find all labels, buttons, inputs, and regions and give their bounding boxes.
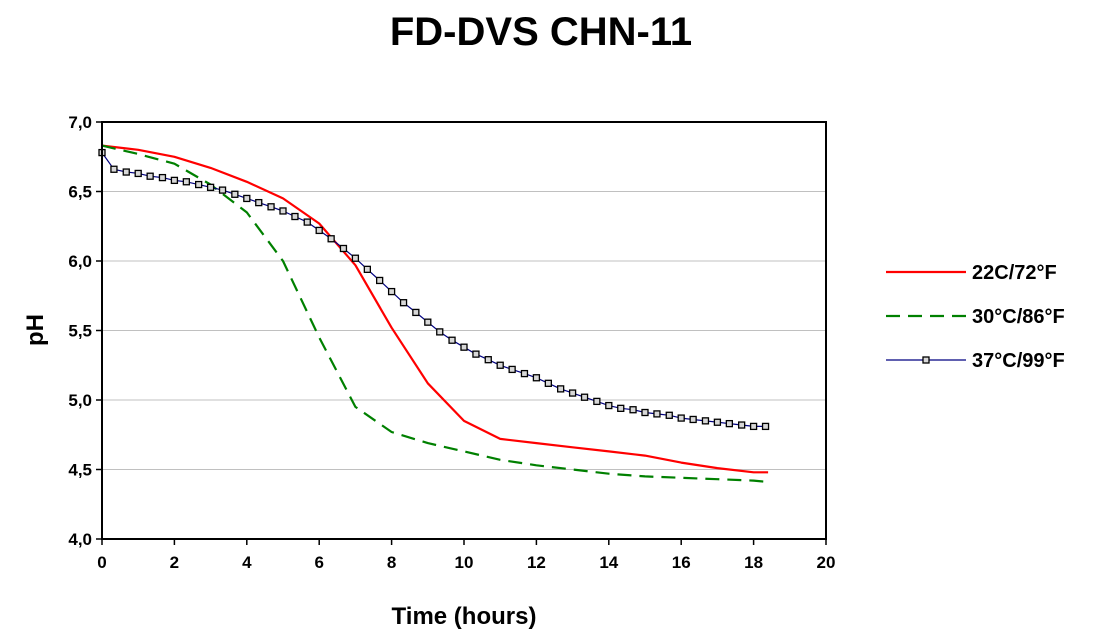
data-point: [665, 411, 673, 419]
series-2: [101, 144, 769, 484]
data-point: [749, 422, 758, 431]
x-tick-label: 10: [455, 553, 474, 572]
data-point: [653, 410, 661, 418]
x-tick-label: 14: [599, 553, 618, 572]
data-point: [689, 415, 697, 424]
data-point: [701, 417, 710, 425]
data-point: [448, 336, 456, 344]
data-point: [424, 318, 432, 326]
data-point: [412, 308, 420, 317]
x-tick-label: 16: [672, 553, 691, 572]
data-point: [351, 254, 360, 262]
data-point: [532, 374, 541, 382]
data-point: [520, 369, 529, 378]
series-1: [101, 144, 769, 474]
y-tick-label: 4,0: [68, 530, 92, 549]
x-axis-label: Time (hours): [392, 603, 537, 630]
legend-item: 37°C/99°F: [886, 350, 1065, 372]
data-point: [206, 183, 215, 191]
legend-item: 22C/72°F: [886, 262, 1057, 284]
x-tick-label: 4: [242, 553, 252, 572]
data-point: [146, 172, 154, 180]
data-point: [243, 194, 251, 203]
axis-ticks: 4,0 4,5 5,0 5,5 6,0 6,5 7,0 0 2 4 6 8 10 12 14 16 18 20: [68, 113, 835, 572]
data-point: [508, 365, 516, 374]
series-line: [101, 152, 766, 427]
data-point: [460, 343, 468, 351]
data-point: [472, 350, 480, 358]
legend-label: 22C/72°F: [972, 262, 1057, 284]
legend-item: 30°C/86°F: [886, 306, 1065, 328]
data-point: [544, 379, 552, 387]
series-3: [98, 148, 770, 431]
x-tick-label: 18: [744, 553, 763, 572]
x-tick-label: 0: [97, 553, 106, 572]
y-tick-label: 5,0: [68, 391, 92, 410]
data-point: [387, 287, 396, 296]
data-point: [557, 385, 565, 393]
chart-title: FD-DVS CHN-11: [390, 10, 692, 54]
data-point: [327, 235, 335, 243]
series-line: [101, 144, 769, 484]
y-tick-label: 4,5: [68, 461, 92, 480]
x-tick-label: 8: [387, 553, 396, 572]
legend-marker: [922, 356, 930, 364]
data-point: [376, 276, 384, 285]
y-tick-label: 6,0: [68, 252, 92, 271]
data-point: [182, 178, 190, 186]
data-point: [641, 408, 649, 417]
grid-lines: [102, 191, 826, 470]
y-axis-label: pH: [22, 314, 49, 346]
data-point: [436, 328, 444, 336]
data-point: [496, 361, 504, 369]
data-point: [134, 169, 142, 178]
data-point: [339, 244, 348, 253]
data-point: [315, 226, 323, 235]
legend-label: 30°C/86°F: [972, 306, 1065, 328]
data-point: [738, 421, 746, 429]
data-point: [568, 389, 577, 397]
data-point: [605, 401, 613, 410]
x-tick-label: 20: [817, 553, 836, 572]
series-line: [101, 144, 769, 474]
data-point: [195, 180, 203, 189]
data-point: [158, 173, 167, 182]
data-point: [110, 165, 118, 173]
y-tick-label: 5,5: [68, 322, 92, 341]
x-tick-label: 12: [527, 553, 546, 572]
data-point: [580, 393, 589, 401]
series-layer: [98, 144, 770, 484]
data-point: [363, 265, 371, 273]
data-point: [677, 414, 685, 422]
legend: 22C/72°F 30°C/86°F 37°C/99°F: [886, 262, 1065, 372]
data-point: [122, 168, 130, 176]
y-tick-label: 7,0: [68, 113, 92, 132]
data-point: [279, 207, 287, 215]
x-tick-label: 2: [170, 553, 179, 572]
y-tick-label: 6,5: [68, 183, 92, 202]
legend-label: 37°C/99°F: [972, 350, 1065, 372]
data-point: [291, 212, 299, 221]
data-point: [170, 176, 179, 185]
data-point: [761, 422, 770, 431]
data-point: [629, 406, 637, 414]
data-point: [255, 198, 263, 207]
data-point: [713, 418, 722, 426]
data-point: [267, 203, 275, 211]
data-point: [399, 299, 408, 307]
data-point: [303, 218, 311, 226]
data-point: [231, 190, 239, 198]
data-point: [593, 397, 601, 406]
x-tick-label: 6: [314, 553, 323, 572]
data-point: [484, 356, 492, 364]
data-point: [617, 404, 625, 412]
data-point: [218, 186, 227, 194]
data-point: [725, 419, 733, 428]
